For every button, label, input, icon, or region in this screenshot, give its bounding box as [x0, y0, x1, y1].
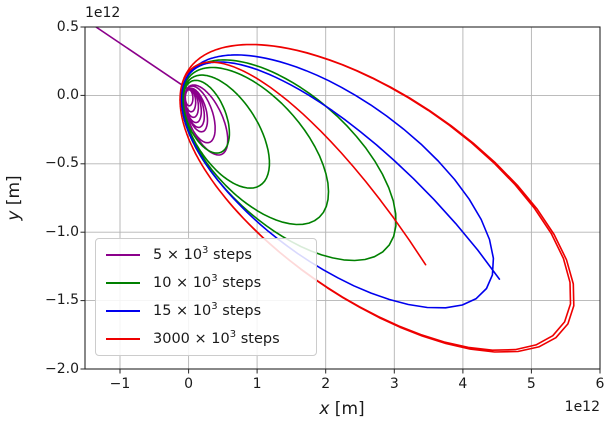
legend-label: 10 × 103 steps: [153, 273, 262, 291]
y-tick-label: 0.5: [56, 18, 79, 35]
legend-label: 3000 × 103 steps: [153, 329, 280, 347]
x-tick-label: 0: [184, 376, 194, 392]
x-tick-label: 2: [321, 376, 331, 392]
x-tick-label: 1: [252, 376, 262, 392]
y-tick-label: −1.5: [45, 292, 79, 309]
y-tick-label: 0.0: [56, 86, 79, 103]
x-tick-label: 4: [458, 376, 468, 392]
legend-entry: 10 × 103 steps: [96, 273, 308, 291]
legend-label: 15 × 103 steps: [153, 301, 262, 319]
legend-line-swatch-purple: [106, 254, 140, 256]
legend-line-swatch-blue: [106, 310, 140, 312]
x-tick-label: 3: [389, 376, 399, 392]
x-axis-label-var: x: [319, 399, 330, 419]
y-tick-label: −0.5: [45, 155, 79, 172]
y-tick-label: −2.0: [45, 360, 79, 377]
y-axis-label: y [m]: [4, 158, 24, 238]
x-axis-label: x [m]: [292, 399, 392, 419]
y-axis-label-var: y: [4, 210, 24, 221]
legend-label: 5 × 103 steps: [153, 245, 252, 263]
y-axis-offset-text: 1e12: [85, 5, 121, 21]
legend-entry: 5 × 103 steps: [96, 245, 308, 263]
legend-entry: 15 × 103 steps: [96, 301, 308, 319]
legend-line-swatch-green: [106, 282, 140, 284]
y-axis-label-unit: [m]: [4, 175, 24, 211]
legend: 5 × 103 steps 10 × 103 steps 15 × 103 st…: [95, 238, 317, 356]
y-tick-label: −1.0: [45, 223, 79, 240]
x-tick-label: −1: [109, 376, 131, 392]
x-axis-offset-text: 1e12: [564, 399, 600, 415]
x-tick-label: 5: [526, 376, 536, 392]
legend-line-swatch-red: [106, 338, 140, 340]
x-axis-label-unit: [m]: [329, 399, 365, 419]
legend-entry: 3000 × 103 steps: [96, 329, 308, 347]
x-tick-label: 6: [595, 376, 605, 392]
